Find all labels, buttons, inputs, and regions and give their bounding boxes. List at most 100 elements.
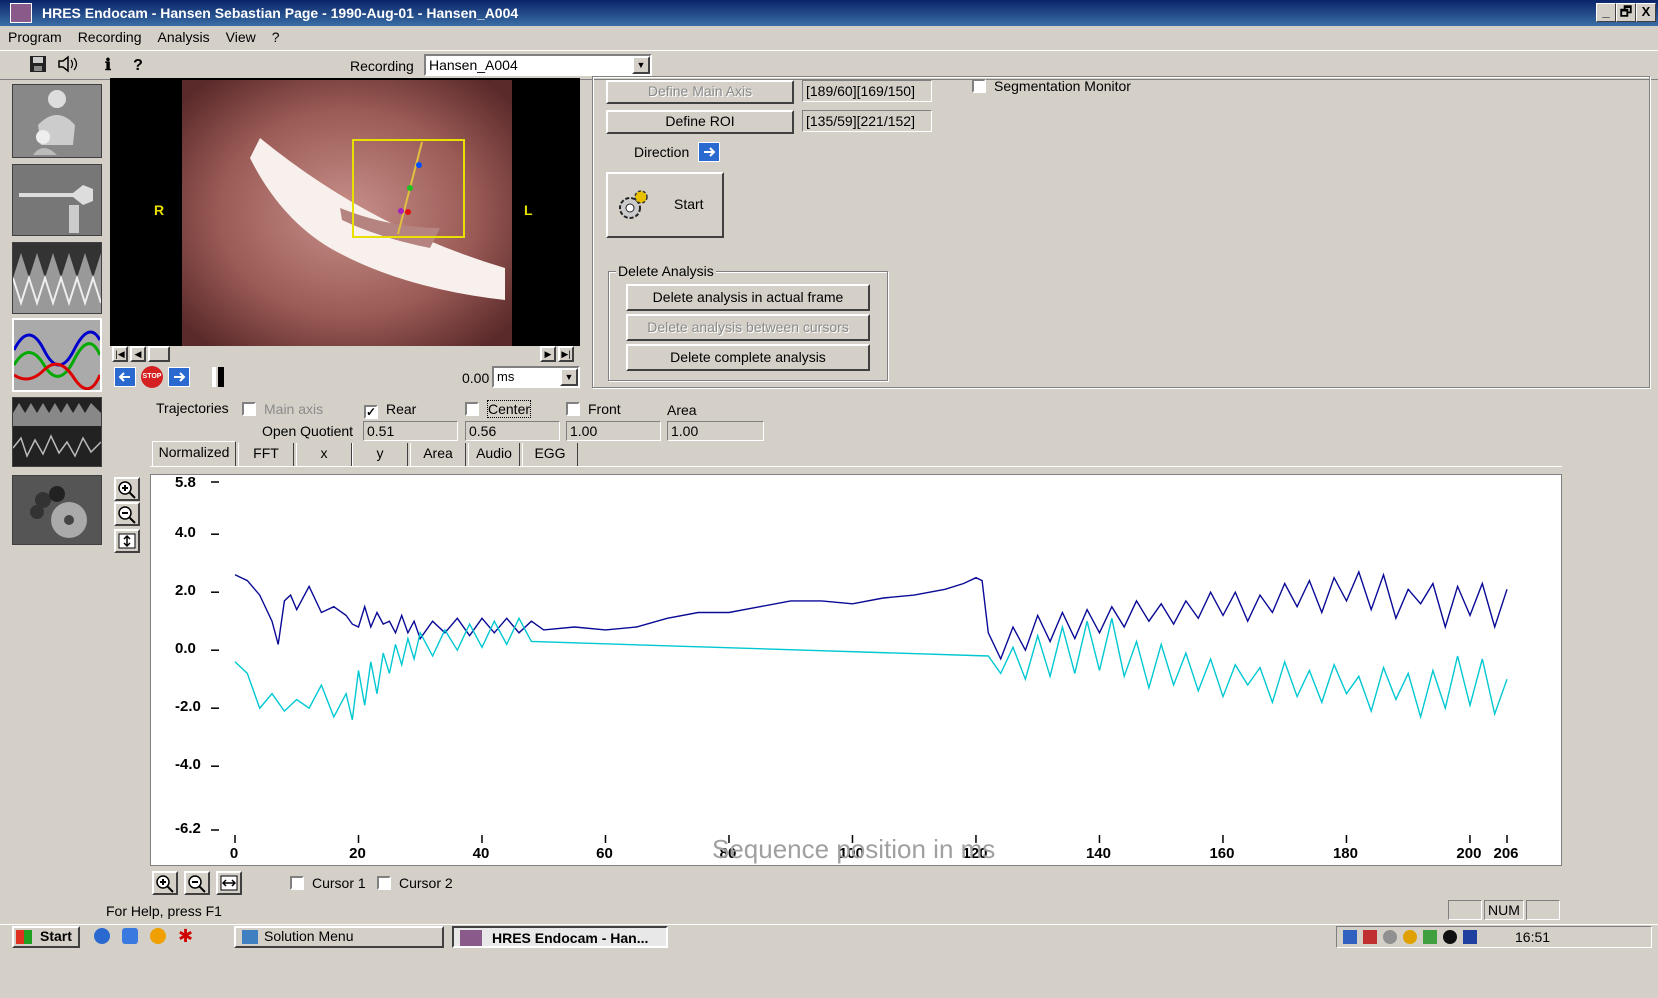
menu-help[interactable]: ? (271, 29, 280, 45)
monitor-icon[interactable] (1463, 930, 1477, 944)
speaker-icon[interactable] (56, 55, 80, 77)
rear-checkbox[interactable]: ✓ Rear (364, 401, 416, 419)
zoom-out-horizontal-icon[interactable] (184, 871, 210, 895)
cursor2-checkbox[interactable]: Cursor 2 (377, 875, 453, 891)
main-axis-checkbox[interactable]: Main axis (242, 401, 323, 417)
chevron-down-icon[interactable]: ▼ (632, 56, 650, 74)
menu-program[interactable]: Program (8, 29, 62, 45)
segmentation-monitor-checkbox[interactable]: Segmentation Monitor (972, 78, 1131, 94)
sidebar-tool-archive[interactable] (12, 475, 102, 545)
zoom-in-horizontal-icon[interactable] (152, 871, 178, 895)
tab-normalized[interactable]: Normalized (152, 441, 236, 467)
help-icon[interactable]: ? (133, 57, 143, 74)
fit-horizontal-icon[interactable] (216, 871, 242, 895)
checkbox-icon[interactable] (972, 79, 986, 93)
checkbox-icon[interactable] (566, 402, 580, 416)
delete-between-cursors-button[interactable]: Delete analysis between cursors (626, 314, 870, 341)
checkbox-icon[interactable] (242, 402, 256, 416)
oq-center-field[interactable]: 0.56 (465, 421, 560, 441)
tab-egg[interactable]: EGG (522, 443, 578, 466)
fit-vertical-icon[interactable] (114, 529, 140, 553)
speed-slider[interactable] (218, 367, 224, 387)
start-button[interactable]: Start (606, 172, 724, 238)
y-tick-label: -2.0 (175, 698, 201, 715)
menu-recording[interactable]: Recording (77, 29, 142, 45)
checkmark-icon[interactable]: ✓ (364, 405, 378, 419)
checkbox-icon[interactable] (290, 876, 304, 890)
center-checkbox[interactable]: Center (465, 400, 532, 418)
oq-area-field[interactable]: 1.00 (667, 421, 764, 441)
tab-x[interactable]: x (296, 443, 352, 466)
y-tick-label: -4.0 (175, 756, 201, 773)
play-back-icon[interactable] (114, 367, 136, 387)
tray-app-icon[interactable] (1423, 930, 1437, 944)
restore-button[interactable]: 🗗 (1616, 3, 1636, 22)
save-icon[interactable] (26, 55, 50, 77)
start-menu-button[interactable]: Start (12, 926, 80, 948)
menu-analysis[interactable]: Analysis (157, 29, 210, 45)
stop-icon[interactable]: STOP (141, 366, 163, 388)
system-tray: 16:51 (1336, 926, 1652, 948)
next-frame-icon[interactable]: ▶ (540, 346, 556, 362)
checkbox-icon[interactable] (377, 876, 391, 890)
recording-select[interactable]: Hansen_A004 ▼ (424, 54, 652, 76)
cursor1-checkbox[interactable]: Cursor 1 (290, 875, 366, 891)
minimize-button[interactable]: _ (1596, 3, 1616, 22)
delete-complete-button[interactable]: Delete complete analysis (626, 344, 870, 371)
task-hres-endocam[interactable]: HRES Endocam - Han... (452, 926, 668, 948)
open-quotient-label: Open Quotient (262, 423, 354, 439)
status-num: NUM (1484, 900, 1524, 920)
scroll-thumb[interactable] (148, 346, 170, 362)
task-solution-menu[interactable]: Solution Menu (234, 926, 444, 948)
update-icon[interactable] (1403, 930, 1417, 944)
front-checkbox[interactable]: Front (566, 401, 621, 417)
oq-rear-field[interactable]: 0.51 (363, 421, 458, 441)
browser-icon[interactable] (94, 928, 110, 944)
sidebar-tool-kymogram[interactable] (12, 242, 102, 314)
rear-label: Rear (386, 401, 417, 417)
video-frame[interactable]: R L (110, 78, 580, 346)
tab-area[interactable]: Area (410, 443, 466, 466)
chart-area[interactable] (150, 474, 1562, 866)
tab-audio[interactable]: Audio (468, 443, 520, 466)
define-main-axis-button[interactable]: Define Main Axis (606, 80, 794, 104)
volume-icon[interactable] (1383, 930, 1397, 944)
app-icon[interactable] (10, 3, 32, 23)
tab-y[interactable]: y (352, 443, 408, 466)
security-icon[interactable] (1363, 930, 1377, 944)
network-icon[interactable] (1343, 930, 1357, 944)
video-scrollbar[interactable]: |◀ ◀ ▶ ▶| (110, 346, 580, 364)
antivirus-icon[interactable] (1443, 930, 1457, 944)
roi-field[interactable]: [135/59][221/152] (802, 110, 932, 132)
checkbox-icon[interactable] (465, 402, 479, 416)
sidebar-tool-trajectories[interactable] (12, 318, 102, 392)
sidebar-tool-patient[interactable] (12, 84, 102, 158)
zoom-out-icon[interactable] (114, 502, 140, 526)
outlook-icon[interactable] (122, 928, 138, 944)
prev-frame-icon[interactable]: ◀ (130, 346, 146, 362)
time-unit-select[interactable]: ms ▼ (492, 366, 580, 388)
sidebar-tool-endoscope[interactable] (12, 164, 102, 236)
tab-fft[interactable]: FFT (238, 443, 294, 466)
first-frame-icon[interactable]: |◀ (112, 346, 128, 362)
direction-arrow-icon[interactable] (698, 142, 720, 162)
last-frame-icon[interactable]: ▶| (558, 346, 574, 362)
windows-logo-icon (16, 930, 32, 944)
y-tick-label: 0.0 (175, 640, 196, 657)
x-tick-label: 40 (472, 845, 490, 862)
info-icon[interactable]: ℹ (104, 57, 112, 74)
delete-actual-frame-button[interactable]: Delete analysis in actual frame (626, 284, 870, 311)
define-roi-button[interactable]: Define ROI (606, 110, 794, 134)
media-player-icon[interactable] (150, 928, 166, 944)
play-forward-icon[interactable] (168, 367, 190, 387)
zoom-in-icon[interactable] (114, 477, 140, 501)
app-shortcut-icon[interactable]: ✱ (178, 926, 194, 946)
close-button[interactable]: X (1636, 3, 1656, 22)
menu-view[interactable]: View (225, 29, 256, 45)
status-pane (1448, 900, 1482, 920)
oq-front-field[interactable]: 1.00 (566, 421, 661, 441)
sidebar-tool-waveform[interactable] (12, 397, 102, 467)
window-title: HRES Endocam - Hansen Sebastian Page - 1… (42, 5, 519, 21)
main-axis-field[interactable]: [189/60][169/150] (802, 80, 932, 102)
chevron-down-icon[interactable]: ▼ (560, 368, 578, 386)
